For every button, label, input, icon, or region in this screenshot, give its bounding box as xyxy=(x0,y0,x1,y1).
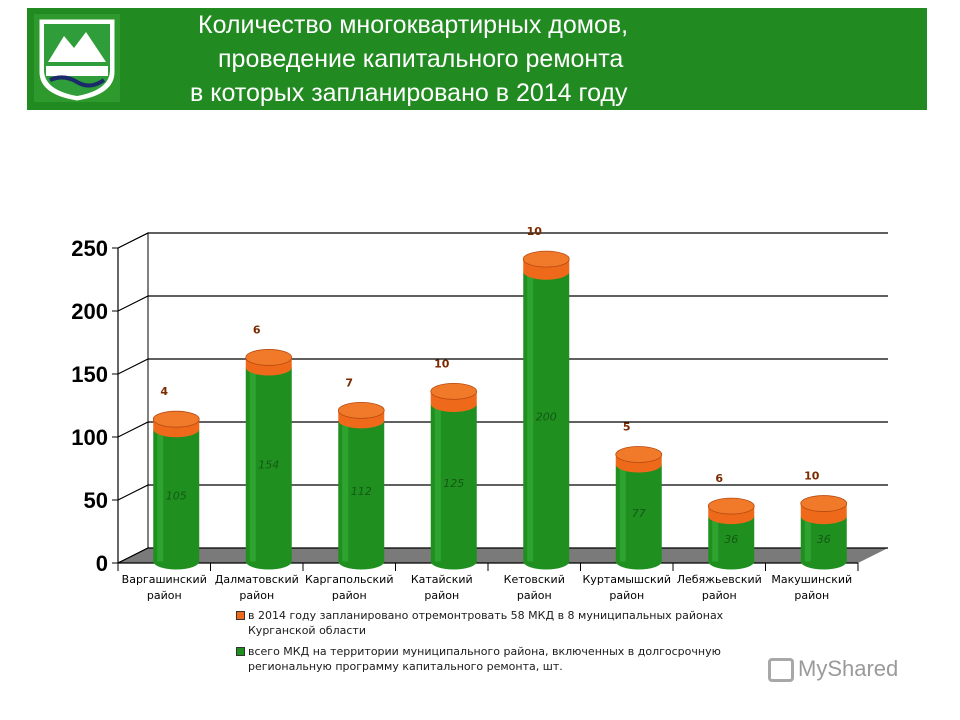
watermark-logo-icon xyxy=(768,658,794,683)
data-label-total: 77 xyxy=(632,507,646,520)
x-tick-label: район xyxy=(702,589,737,602)
bar-cap xyxy=(800,495,848,512)
bar-cap xyxy=(707,497,755,515)
data-label-planned: 10 xyxy=(527,225,543,238)
data-label-total: 112 xyxy=(351,485,372,498)
header-banner xyxy=(27,8,927,110)
x-tick-label: Катайский xyxy=(411,573,473,586)
legend-text: в 2014 году запланировано отремонтровать… xyxy=(248,609,724,622)
legend-swatch-orange xyxy=(236,611,245,620)
data-label-total: 105 xyxy=(166,489,187,502)
y-tick-label: 50 xyxy=(84,488,108,513)
watermark: MyShared xyxy=(768,656,899,683)
watermark-text: MyShared xyxy=(798,656,899,681)
chart-legend: в 2014 году запланировано отремонтровать… xyxy=(236,608,776,680)
x-tick-label: район xyxy=(147,589,182,602)
gridline xyxy=(117,421,888,438)
legend-text: Курганской области xyxy=(248,624,366,637)
data-label-total: 36 xyxy=(724,533,738,546)
bar-total xyxy=(338,420,385,570)
y-tick-label: 200 xyxy=(71,299,108,324)
bar-total xyxy=(708,516,755,570)
bar-highlight xyxy=(804,516,811,562)
page-title: Количество многоквартирных домов, провед… xyxy=(150,8,810,110)
gridline xyxy=(117,358,888,375)
bar-total xyxy=(523,271,570,570)
x-tick-label: район xyxy=(424,589,459,602)
bar-total xyxy=(615,464,662,570)
bar-highlight xyxy=(249,367,256,562)
x-tick-label: Куртамышский xyxy=(583,573,672,586)
gridline xyxy=(117,295,888,312)
data-label-total: 154 xyxy=(258,458,279,471)
coat-of-arms-icon xyxy=(34,14,120,102)
data-label-planned: 6 xyxy=(715,472,723,485)
chart-side-wall xyxy=(117,232,149,564)
data-label-planned: 6 xyxy=(253,323,261,336)
bar-cap xyxy=(430,382,478,400)
data-label-planned: 4 xyxy=(160,385,168,398)
chart-floor xyxy=(118,548,888,563)
data-label-planned: 10 xyxy=(434,357,450,370)
legend-item-total: всего МКД на территории муниципального р… xyxy=(236,644,776,674)
x-tick-label: район xyxy=(239,589,274,602)
bar-cap xyxy=(245,349,293,366)
x-tick-label: Макушинский xyxy=(771,573,852,586)
data-label-total: 200 xyxy=(536,411,557,424)
x-tick-label: район xyxy=(332,589,367,602)
bar-cap xyxy=(152,410,200,428)
title-line-3: в которых запланировано в 2014 году xyxy=(190,79,628,107)
y-tick-label: 100 xyxy=(71,425,108,450)
legend-text: всего МКД на территории муниципального р… xyxy=(248,645,721,658)
x-tick-label: Лебяжьевский xyxy=(677,573,762,586)
data-label-total: 125 xyxy=(443,477,464,490)
data-label-planned: 10 xyxy=(804,470,820,483)
bar-total xyxy=(245,367,292,570)
bar-highlight xyxy=(527,271,534,562)
legend-item-planned: в 2014 году запланировано отремонтровать… xyxy=(236,608,776,638)
data-label-planned: 7 xyxy=(345,376,353,389)
gridline xyxy=(117,484,888,501)
bar-total xyxy=(153,429,200,570)
bar-total xyxy=(800,516,847,570)
y-tick-label: 150 xyxy=(71,362,108,387)
title-line-2: проведение капитального ремонта xyxy=(218,45,624,73)
data-label-planned: 5 xyxy=(623,420,631,433)
x-tick-label: Варгашинский xyxy=(122,573,207,586)
x-tick-label: район xyxy=(794,589,829,602)
title-line-1: Количество многоквартирных домов, xyxy=(198,11,629,39)
bar-cap xyxy=(615,446,663,463)
bar-highlight xyxy=(434,404,441,562)
legend-swatch-green xyxy=(236,647,245,656)
x-tick-label: Кетовский xyxy=(504,573,565,586)
x-tick-label: Далматовский xyxy=(215,573,299,586)
legend-text: региональную программу капитального ремо… xyxy=(248,660,563,673)
bar-cap xyxy=(522,250,570,268)
bar-cap xyxy=(337,401,385,419)
gridline xyxy=(117,232,888,249)
bar-highlight xyxy=(619,464,626,562)
x-tick-label: Каргапольский xyxy=(305,573,393,586)
x-tick-label: район xyxy=(517,589,552,602)
y-tick-label: 0 xyxy=(96,551,108,576)
x-tick-label: район xyxy=(609,589,644,602)
y-tick-label: 250 xyxy=(71,236,108,261)
bar-total xyxy=(430,404,477,570)
bar-highlight xyxy=(157,429,164,562)
bar-highlight xyxy=(342,420,349,562)
bar-highlight xyxy=(712,516,719,562)
data-label-total: 36 xyxy=(817,533,831,546)
